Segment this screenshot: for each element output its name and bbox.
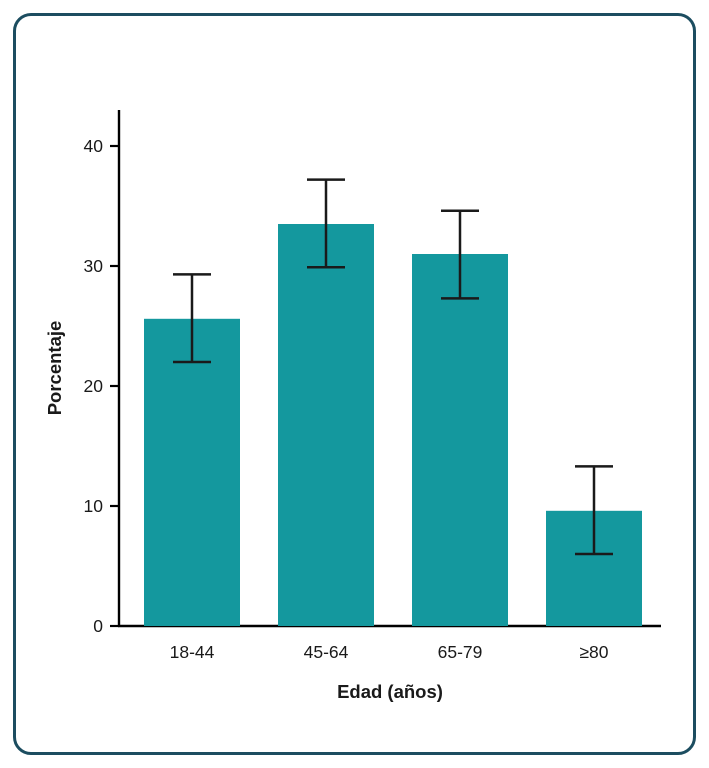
bar-chart: 0 10 20 30 40 18-44 45-64 65-79 ≥80 Edad (años) Po… xyxy=(44,110,661,702)
x-tick-label: ≥80 xyxy=(579,642,608,662)
bar xyxy=(277,224,374,626)
chart-frame: 0 10 20 30 40 18-44 45-64 65-79 ≥80 Edad (años) Po… xyxy=(13,13,696,755)
y-axis-title: Porcentaje xyxy=(44,321,65,416)
x-axis-title: Edad (años) xyxy=(337,681,443,702)
y-tick-label: 30 xyxy=(83,256,103,276)
y-tick-label: 0 xyxy=(93,616,103,636)
bar xyxy=(143,318,240,626)
bar xyxy=(411,254,508,626)
y-tick-label: 10 xyxy=(83,496,103,516)
y-tick-label: 20 xyxy=(83,376,103,396)
x-tick-label: 18-44 xyxy=(169,642,214,662)
x-tick-label: 65-79 xyxy=(437,642,482,662)
y-tick-label: 40 xyxy=(83,136,103,156)
x-tick-label: 45-64 xyxy=(303,642,348,662)
